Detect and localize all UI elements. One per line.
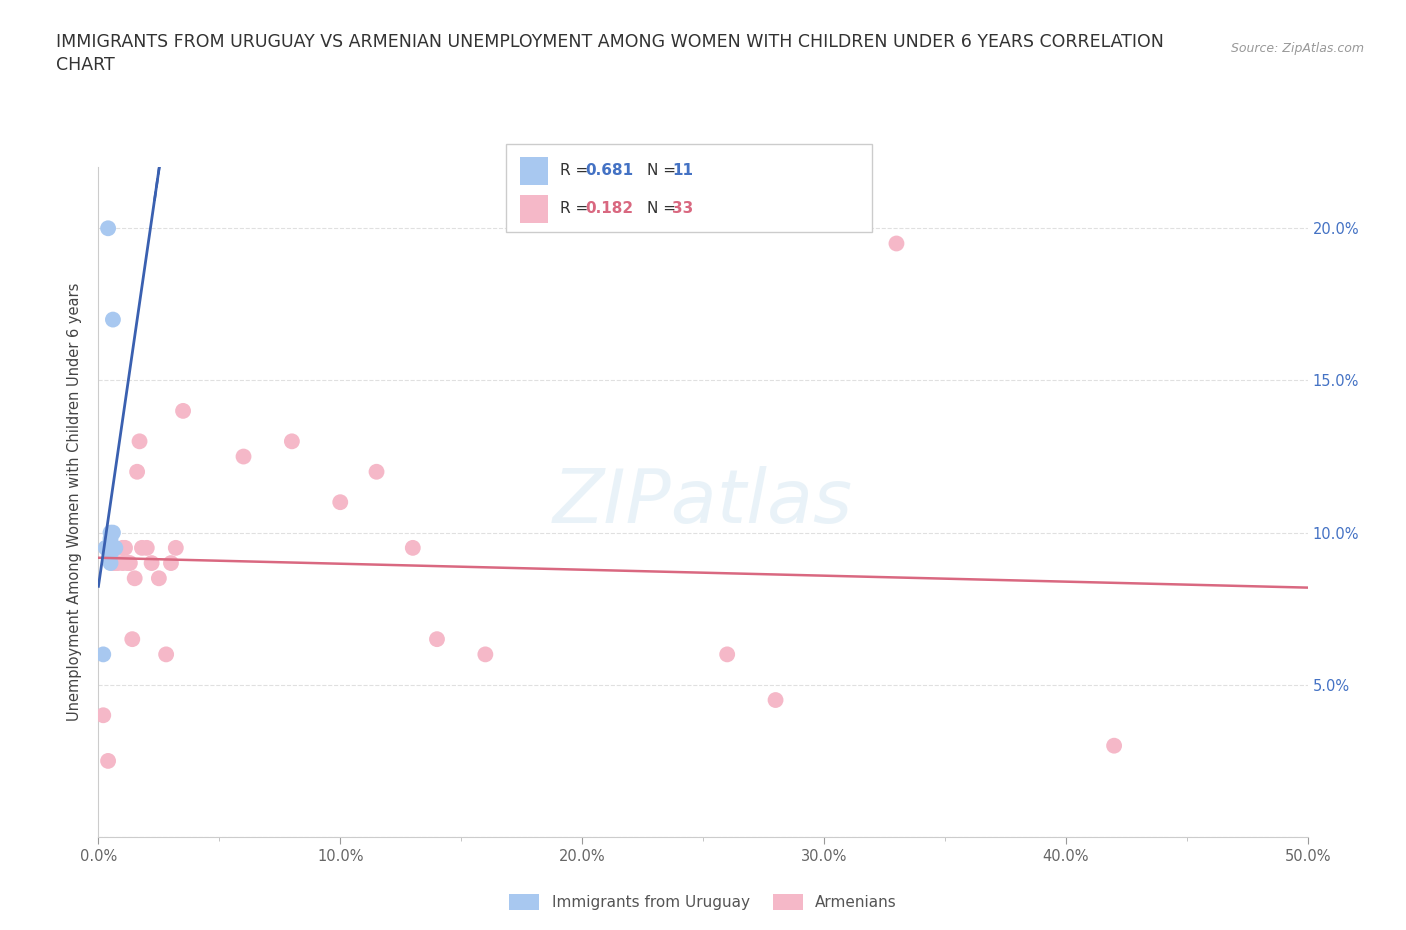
Point [97,220,120,235]
Text: 0.681: 0.681 [585,163,633,178]
Point [104,555,127,570]
Point [765,693,787,708]
Legend: Immigrants from Uruguay, Armenians: Immigrants from Uruguay, Armenians [503,888,903,916]
Point [135,540,157,555]
Point [101,525,124,540]
Point [94,540,117,555]
Point [121,631,143,646]
Point [426,631,449,646]
Point [402,540,425,555]
Point [124,571,146,586]
Point [111,555,134,570]
Text: N =: N = [647,163,681,178]
Point [100,531,122,546]
Point [128,434,150,449]
Y-axis label: Unemployment Among Women with Children Under 6 years: Unemployment Among Women with Children U… [67,283,83,722]
Point [101,312,124,327]
Point [141,555,163,570]
Point [111,540,134,555]
Point [160,555,183,570]
Point [281,434,304,449]
Point [172,404,194,418]
Point [165,540,187,555]
Text: 11: 11 [672,163,693,178]
Point [91,647,114,662]
Text: N =: N = [647,201,681,216]
Point [716,647,738,662]
Text: CHART: CHART [56,56,115,73]
Point [886,236,908,251]
Point [329,495,352,510]
Point [117,555,139,570]
Point [100,525,122,540]
Point [148,571,170,586]
Point [104,540,127,555]
Point [232,449,254,464]
Text: IMMIGRANTS FROM URUGUAY VS ARMENIAN UNEMPLOYMENT AMONG WOMEN WITH CHILDREN UNDER: IMMIGRANTS FROM URUGUAY VS ARMENIAN UNEM… [56,33,1164,50]
Point [97,753,120,768]
Point [366,464,388,479]
Point [155,647,177,662]
Point [1102,738,1125,753]
Text: R =: R = [560,163,593,178]
Point [131,540,153,555]
Point [91,708,114,723]
Text: Source: ZipAtlas.com: Source: ZipAtlas.com [1230,42,1364,55]
Point [100,555,122,570]
Point [118,555,141,570]
Text: 33: 33 [672,201,693,216]
Point [474,647,496,662]
Point [101,555,124,570]
Point [114,540,136,555]
Point [127,464,149,479]
Point [100,540,122,555]
Text: 0.182: 0.182 [585,201,633,216]
Point [100,547,122,562]
Text: R =: R = [560,201,593,216]
Text: ZIPatlas: ZIPatlas [553,466,853,538]
Point [107,555,129,570]
